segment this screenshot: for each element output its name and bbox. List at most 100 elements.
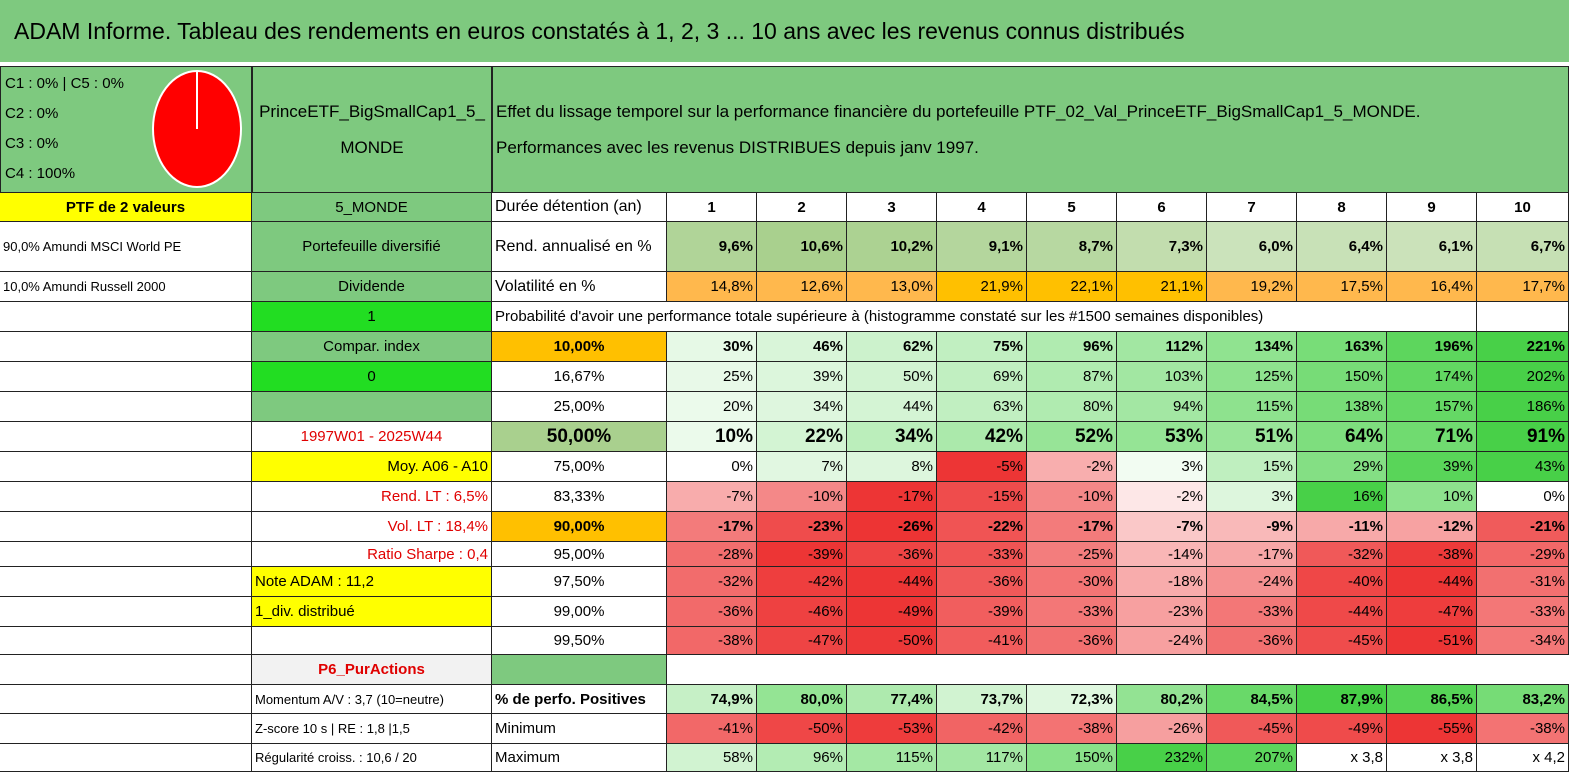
table-cell: 74,9% [667,685,757,714]
portfolio-cell: PrinceETF_BigSmallCap1_5_ MONDE [252,66,492,193]
table-cell: 163% [1297,332,1387,362]
table-cell: -17% [1207,542,1297,567]
table-cell: -23% [757,512,847,542]
table-cell: 9 [1387,193,1477,222]
table-cell: -22% [937,512,1027,542]
table-cell: -26% [847,512,937,542]
table-cell: 86,5% [1387,685,1477,714]
table-cell: 207% [1207,744,1297,772]
table-cell: 0% [667,452,757,482]
table-cell: 6,7% [1477,222,1569,272]
table-cell: -44% [847,567,937,597]
table-cell: 84,5% [1207,685,1297,714]
table-cell: 17,7% [1477,272,1569,302]
table-cell [0,744,252,772]
table-cell: 44% [847,392,937,422]
table-cell: x 3,8 [1387,744,1477,772]
table-cell: Moy. A06 - A10 [252,452,492,482]
table-cell: 87,9% [1297,685,1387,714]
table-cell: 7,3% [1117,222,1207,272]
table-cell: 83,2% [1477,685,1569,714]
table-cell: 50% [847,362,937,392]
table-cell: 21,9% [937,272,1027,302]
table-cell: -44% [1387,567,1477,597]
table-cell: -38% [1477,714,1569,744]
portfolio-name: PrinceETF_BigSmallCap1_5_ [259,101,485,121]
table-cell: 10,6% [757,222,847,272]
table-cell: -24% [1117,627,1207,655]
table-cell: 14,8% [667,272,757,302]
table-cell: Régularité croiss. : 10,6 / 20 [252,744,492,772]
table-cell: 202% [1477,362,1569,392]
table-cell: 10,2% [847,222,937,272]
table-cell: 174% [1387,362,1477,392]
table-cell: 150% [1027,744,1117,772]
table-cell: Portefeuille diversifié [252,222,492,272]
table-cell: Maximum [492,744,667,772]
table-cell: 17,5% [1297,272,1387,302]
table-cell: -47% [757,627,847,655]
table-cell: 50,00% [492,422,667,452]
table-cell: -7% [1117,512,1207,542]
table-cell: -29% [1477,542,1569,567]
table-cell: 75% [937,332,1027,362]
table-cell: -45% [1297,627,1387,655]
table-cell: 16,4% [1387,272,1477,302]
description-text: Performances avec les revenus DISTRIBUES… [496,137,979,157]
table-cell: 5 [1027,193,1117,222]
table-cell [0,627,252,655]
table-cell: -42% [757,567,847,597]
table-cell: 9,6% [667,222,757,272]
table-cell: 80,2% [1117,685,1207,714]
table-cell: 80,0% [757,685,847,714]
table-cell: 25% [667,362,757,392]
table-cell: 7% [757,452,847,482]
table-cell: -34% [1477,627,1569,655]
table-cell: 125% [1207,362,1297,392]
table-cell: 8,7% [1027,222,1117,272]
table-cell: -25% [1027,542,1117,567]
table-cell: 72,3% [1027,685,1117,714]
table-cell: -11% [1297,512,1387,542]
table-cell: Z-score 10 s | RE : 1,8 |1,5 [252,714,492,744]
table-cell [0,542,252,567]
table-cell: 51% [1207,422,1297,452]
table-cell: -30% [1027,567,1117,597]
table-cell: 73,7% [937,685,1027,714]
table-cell: 97,50% [492,567,667,597]
legend-text: C1 : 0% | C5 : 0% [5,75,124,92]
table-cell [0,302,252,332]
table-cell: 20% [667,392,757,422]
table-cell: -33% [1027,597,1117,627]
table-cell: -46% [757,597,847,627]
table-cell: -21% [1477,512,1569,542]
table-cell: 63% [937,392,1027,422]
table-cell [252,392,492,422]
table-cell: -41% [937,627,1027,655]
table-cell: 21,1% [1117,272,1207,302]
table-cell: 12,6% [757,272,847,302]
table-cell: -12% [1387,512,1477,542]
table-cell: 69% [937,362,1027,392]
table-cell: 4 [937,193,1027,222]
table-cell: 42% [937,422,1027,452]
table-cell: -9% [1207,512,1297,542]
table-cell: 53% [1117,422,1207,452]
table-cell: -24% [1207,567,1297,597]
table-cell: 90,00% [492,512,667,542]
table-cell: 221% [1477,332,1569,362]
table-cell: -31% [1477,567,1569,597]
table-cell [0,567,252,597]
table-cell: 3 [847,193,937,222]
table-cell: 99,00% [492,597,667,627]
table-cell: Ratio Sharpe : 0,4 [252,542,492,567]
table-cell: 16,67% [492,362,667,392]
table-cell: 22,1% [1027,272,1117,302]
table-cell: -10% [1027,482,1117,512]
table-cell: x 4,2 [1477,744,1569,772]
table-cell: 8 [1297,193,1387,222]
table-cell [0,392,252,422]
legend-text: C4 : 100% [5,165,76,182]
table-cell: 2 [757,193,847,222]
